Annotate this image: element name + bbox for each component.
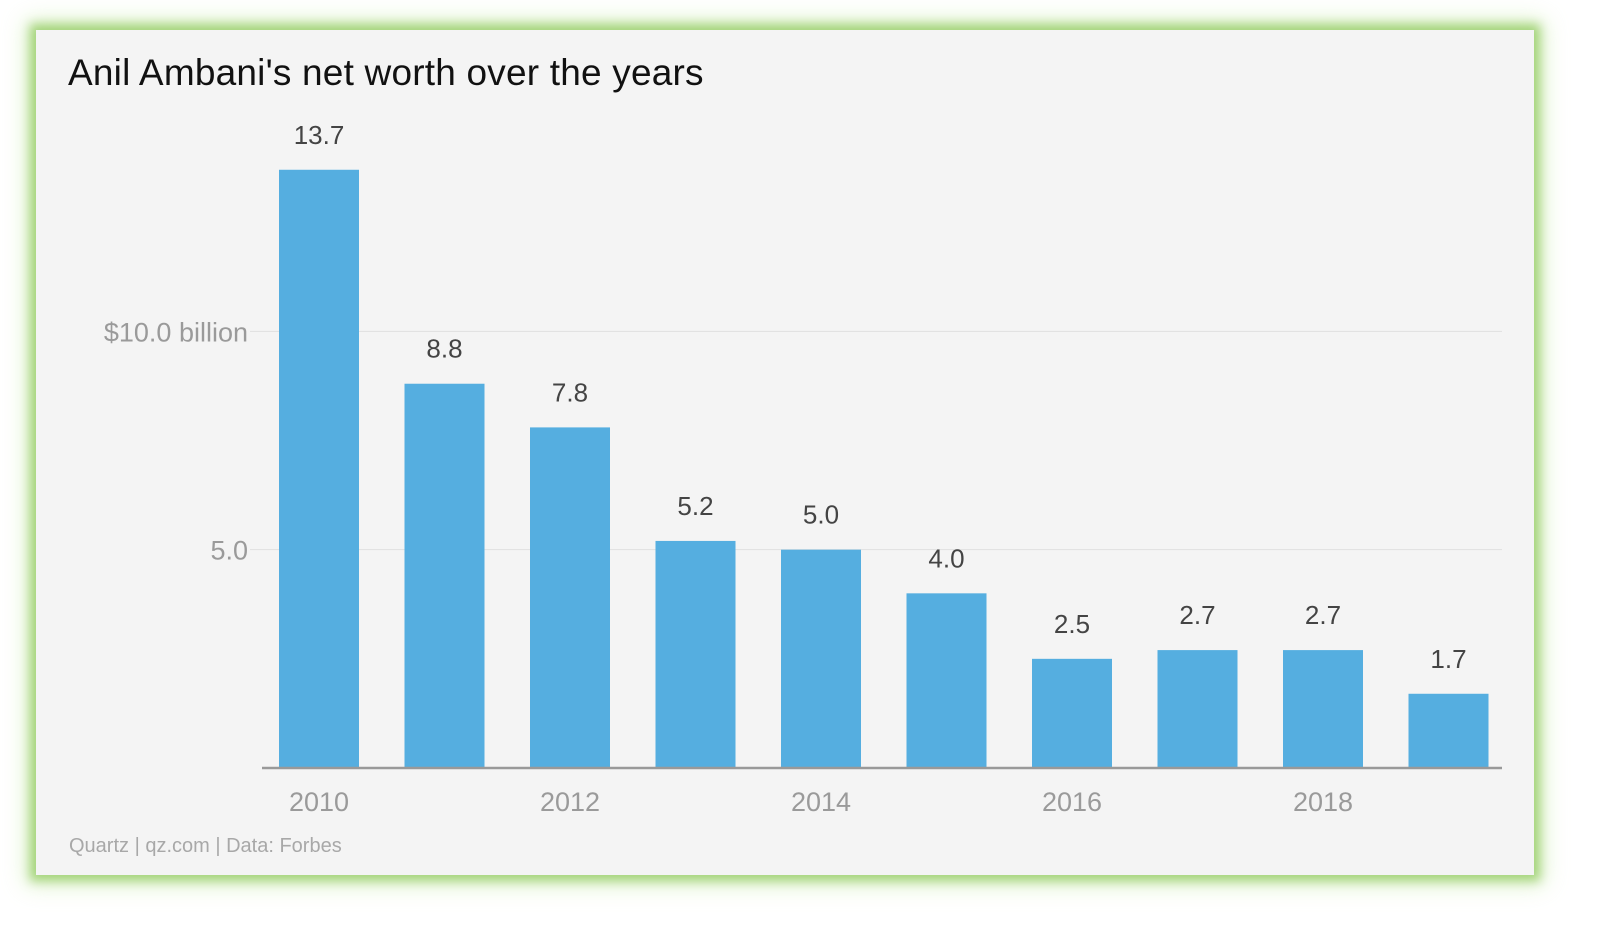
value-label-2013: 5.2 <box>677 491 713 521</box>
bar-2019 <box>1408 693 1489 768</box>
x-tick-label: 2016 <box>1042 787 1102 817</box>
value-label-2015: 4.0 <box>928 543 964 573</box>
value-label-2011: 8.8 <box>426 334 462 364</box>
value-label-2019: 1.7 <box>1430 644 1466 674</box>
bar-chart: 5.0 $10.0 billion 13.7 8.8 7.8 5.2 5.0 4.0 2.5 2.… <box>104 120 1502 817</box>
bar-2010 <box>279 169 359 768</box>
y-tick-label: 5.0 <box>210 536 248 566</box>
x-tick-label: 2010 <box>289 787 349 817</box>
value-label-2010: 13.7 <box>294 120 345 150</box>
value-label-2012: 7.8 <box>552 377 588 407</box>
x-tick-label: 2018 <box>1293 787 1353 817</box>
x-tick-label: 2014 <box>791 787 851 817</box>
bar-2018 <box>1283 650 1363 768</box>
bar-2015 <box>906 593 987 768</box>
chart-card: Anil Ambani's net worth over the years 5… <box>36 30 1534 875</box>
bar-2012 <box>530 427 610 768</box>
value-label-2016: 2.5 <box>1054 609 1090 639</box>
value-label-2014: 5.0 <box>803 500 839 530</box>
bar-2014 <box>781 549 861 768</box>
bar-2016 <box>1032 658 1112 768</box>
bar-2013 <box>655 540 736 768</box>
y-tick-label: $10.0 billion <box>104 317 248 347</box>
x-tick-label: 2012 <box>540 787 600 817</box>
chart-source: Quartz | qz.com | Data: Forbes <box>69 835 342 857</box>
chart-title: Anil Ambani's net worth over the years <box>68 52 704 93</box>
bar-2017 <box>1157 650 1238 768</box>
value-label-2018: 2.7 <box>1305 600 1341 630</box>
value-label-2017: 2.7 <box>1179 600 1215 630</box>
bar-2011 <box>404 383 485 768</box>
